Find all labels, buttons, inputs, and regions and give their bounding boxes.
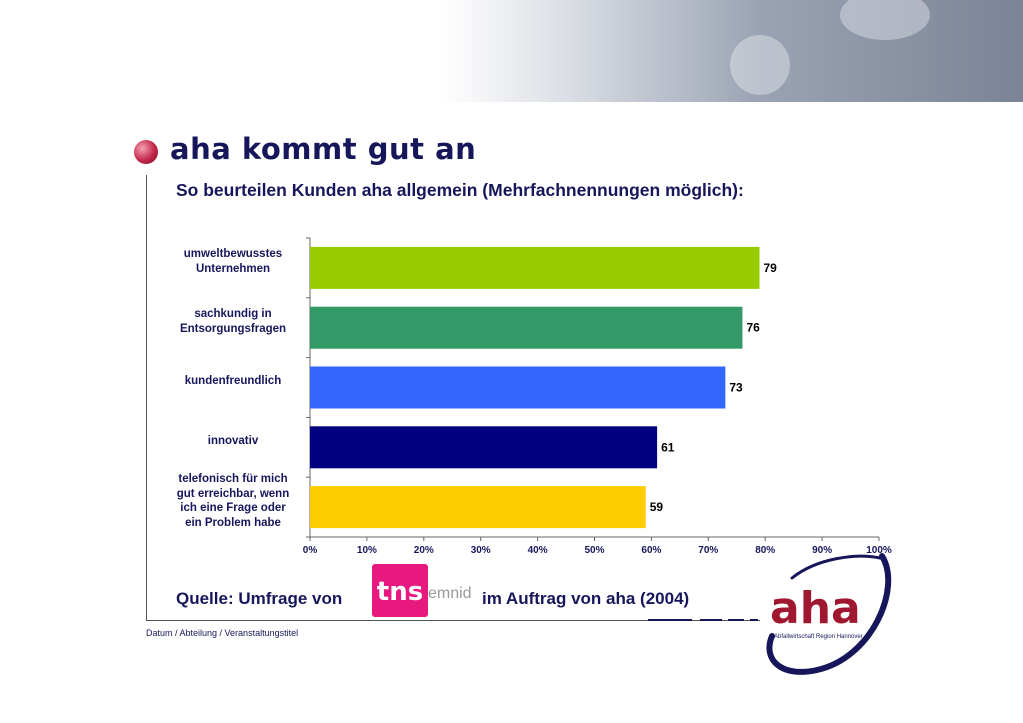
x-tick-label: 90%: [812, 545, 832, 556]
bar-value-label: 79: [764, 261, 778, 275]
aha-logo-subtitle: Abfallwirtschaft Region Hannover: [774, 634, 863, 640]
x-tick-label: 70%: [698, 545, 718, 556]
source-suffix: im Auftrag von aha (2004): [482, 589, 690, 608]
page-title: aha kommt gut an: [170, 132, 477, 166]
bar: [310, 366, 726, 409]
category-label: kundenfreundlich: [184, 375, 282, 388]
dash-decoration: [648, 619, 758, 621]
aha-logo: aha Abfallwirtschaft Region Hannover: [766, 553, 892, 675]
x-tick-label: 80%: [755, 545, 775, 556]
x-tick-label: 100%: [866, 545, 892, 556]
tns-logo: tns: [372, 564, 428, 617]
bar-value-label: 73: [729, 381, 743, 395]
bar: [310, 306, 743, 349]
emnid-logo-text: emnid: [428, 585, 472, 602]
title-bullet-icon: [134, 140, 158, 164]
bar: [310, 246, 760, 289]
photo-detail: [840, 0, 930, 40]
x-tick-label: 30%: [471, 545, 491, 556]
aha-logo-wordmark: aha: [770, 583, 861, 634]
category-label: sachkundig in Entsorgungsfragen: [179, 308, 287, 335]
frame-vertical-line: [146, 175, 147, 620]
source-prefix: Quelle: Umfrage von: [176, 589, 343, 608]
photo-detail: [730, 35, 790, 95]
x-tick-label: 50%: [584, 545, 604, 556]
bar-value-label: 61: [661, 440, 675, 454]
x-tick-label: 40%: [528, 545, 548, 556]
bar-value-label: 76: [746, 321, 760, 335]
footer-text: Datum / Abteilung / Veranstaltungstitel: [146, 628, 299, 638]
bar: [310, 486, 646, 529]
x-tick-label: 60%: [641, 545, 661, 556]
x-tick-label: 10%: [357, 545, 377, 556]
category-label: umweltbewusstes Unternehmen: [183, 248, 283, 275]
header-photo: [440, 0, 1023, 102]
bar-value-label: 59: [650, 500, 664, 514]
x-tick-label: 20%: [414, 545, 434, 556]
frame-horizontal-line: [146, 620, 760, 621]
bar: [310, 426, 658, 469]
x-tick-label: 0%: [303, 545, 318, 556]
category-label: innovativ: [207, 435, 259, 448]
chart-subtitle: So beurteilen Kunden aha allgemein (Mehr…: [176, 180, 744, 200]
category-label: telefonisch für mich gut erreichbar, wen…: [176, 473, 290, 529]
